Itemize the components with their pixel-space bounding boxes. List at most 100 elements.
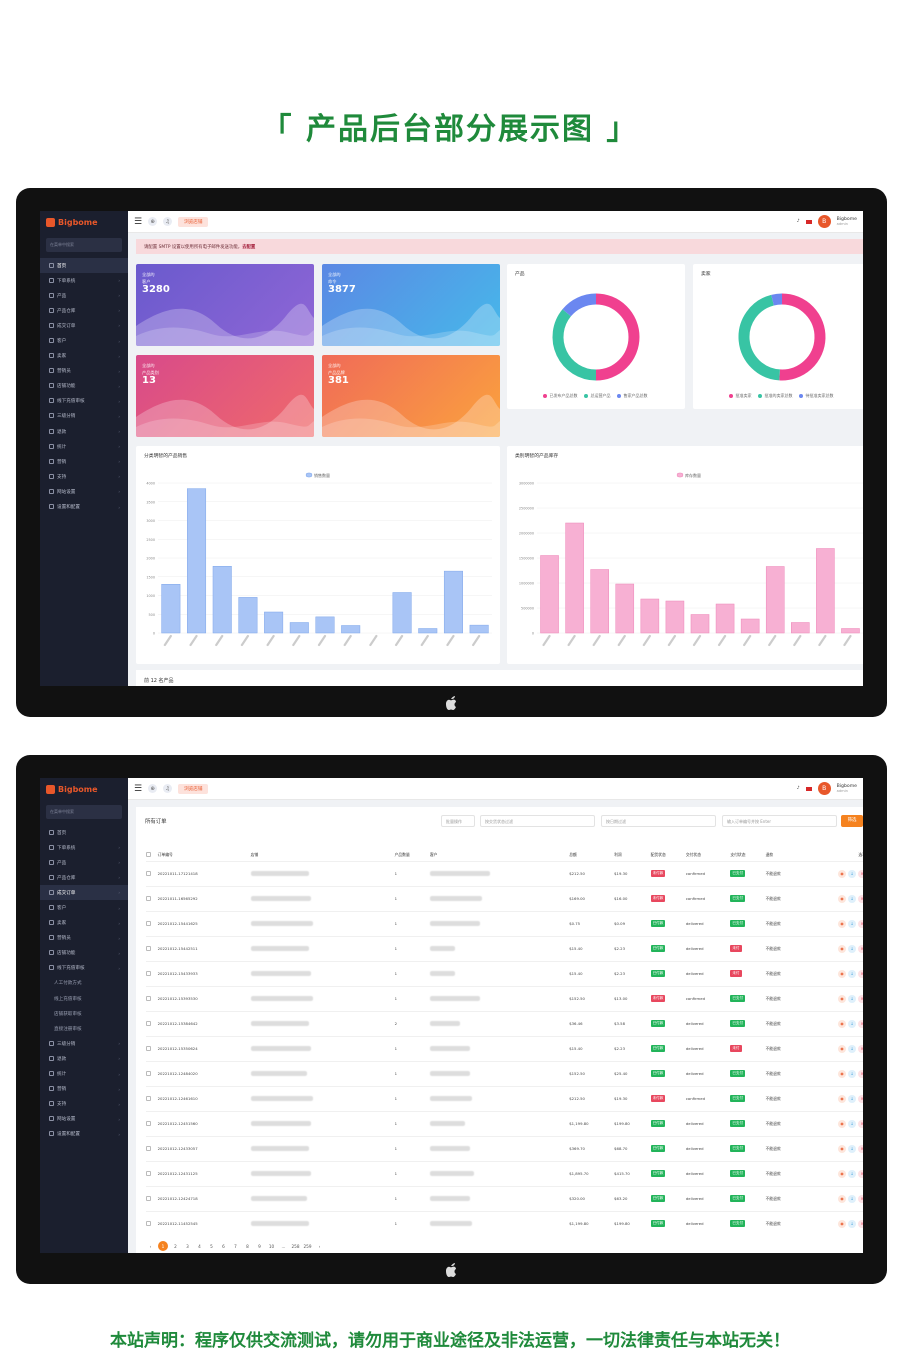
- menu-icon[interactable]: ☰: [134, 783, 143, 794]
- status-filter-select[interactable]: 按交货状态过滤: [480, 815, 595, 827]
- table-row[interactable]: 20221012-12424718 1 $320.00 $63.20 已付款 delive…: [146, 1185, 863, 1211]
- legend-item[interactable]: 批准卖家: [728, 393, 754, 398]
- donut-slice[interactable]: [779, 293, 826, 381]
- download-icon[interactable]: ↓: [848, 1219, 856, 1228]
- view-icon[interactable]: ◉: [838, 1094, 846, 1103]
- page-link[interactable]: ...: [281, 1243, 286, 1249]
- bar[interactable]: [341, 625, 361, 634]
- sidebar-item[interactable]: 网站设置 ›: [40, 484, 128, 499]
- bar[interactable]: [264, 611, 284, 634]
- download-icon[interactable]: ↓: [848, 1144, 856, 1153]
- bar[interactable]: [816, 548, 835, 634]
- bar[interactable]: [392, 592, 412, 634]
- sidebar-item[interactable]: 首页: [40, 258, 128, 274]
- sidebar-search-input[interactable]: 在菜单中搜索: [46, 238, 122, 252]
- bar[interactable]: [615, 583, 635, 634]
- page-link[interactable]: 7: [234, 1243, 237, 1249]
- bar[interactable]: [690, 614, 710, 634]
- table-row[interactable]: 20221011-16565292 1 $169.00 $16.00 未付款 confir…: [146, 885, 863, 911]
- configure-link[interactable]: 去配置: [242, 245, 256, 250]
- bell-icon[interactable]: ♫: [163, 217, 173, 226]
- delete-icon[interactable]: ×: [858, 1169, 863, 1178]
- delete-icon[interactable]: ×: [858, 919, 863, 928]
- select-all-checkbox[interactable]: [146, 849, 158, 861]
- sidebar-item[interactable]: 线下充值审核 ›: [40, 394, 128, 409]
- delete-icon[interactable]: ×: [858, 994, 863, 1003]
- globe-icon[interactable]: ⊕: [148, 217, 158, 226]
- page-link[interactable]: 6: [222, 1243, 225, 1249]
- order-id[interactable]: 20221012-11452545: [157, 1210, 251, 1236]
- donut-slice[interactable]: [771, 293, 783, 306]
- table-row[interactable]: 20221012-15433933 1 $15.40 $2.23 已付款 delivere…: [146, 960, 863, 986]
- filter-button[interactable]: 筛选: [841, 815, 863, 827]
- table-row[interactable]: 20221012-12461610 1 $212.50 $19.30 未付款 confir…: [146, 1085, 863, 1111]
- view-icon[interactable]: ◉: [838, 1119, 846, 1128]
- order-id[interactable]: 20221012-12461610: [157, 1085, 251, 1111]
- bar[interactable]: [161, 584, 181, 634]
- bar[interactable]: [791, 622, 810, 634]
- bar[interactable]: [418, 628, 438, 634]
- column-header[interactable]: 利润: [614, 851, 622, 857]
- donut-slice[interactable]: [552, 309, 597, 381]
- sidebar-item[interactable]: 退款 ›: [40, 424, 128, 439]
- delete-icon[interactable]: ×: [858, 894, 863, 903]
- bar[interactable]: [565, 522, 584, 634]
- sidebar-item[interactable]: 网站设置 ›: [40, 1112, 128, 1127]
- sidebar-item[interactable]: 营销 ›: [40, 454, 128, 469]
- delete-icon[interactable]: ×: [858, 1219, 863, 1228]
- sidebar-item[interactable]: 客户 ›: [40, 900, 128, 915]
- browse-store-button[interactable]: 浏览店铺: [178, 216, 209, 227]
- row-checkbox[interactable]: [146, 1135, 158, 1161]
- bar[interactable]: [289, 622, 309, 634]
- row-checkbox[interactable]: [146, 1110, 158, 1136]
- row-checkbox[interactable]: [146, 935, 158, 961]
- avatar[interactable]: B: [817, 215, 831, 228]
- download-icon[interactable]: ↓: [848, 994, 856, 1003]
- view-icon[interactable]: ◉: [838, 1019, 846, 1028]
- legend-item[interactable]: 总运营产品: [583, 393, 613, 398]
- row-checkbox[interactable]: [146, 885, 158, 911]
- page-link[interactable]: 4: [198, 1243, 201, 1249]
- sidebar-item[interactable]: 成交订单 ›: [40, 318, 128, 333]
- table-row[interactable]: 20221012-12451560 1 $1,199.80 $199.80 已付款 del…: [146, 1110, 863, 1136]
- bar[interactable]: [665, 600, 685, 634]
- sidebar-item[interactable]: 卖家 ›: [40, 349, 128, 364]
- sidebar-item[interactable]: 产品仓库 ›: [40, 870, 128, 885]
- bar[interactable]: [315, 616, 335, 634]
- sidebar-item[interactable]: 三级分销 ›: [40, 1036, 128, 1051]
- delete-icon[interactable]: ×: [858, 1094, 863, 1103]
- sidebar-item[interactable]: 营销 ›: [40, 1082, 128, 1097]
- sidebar-item[interactable]: 营销员 ›: [40, 364, 128, 379]
- download-icon[interactable]: ↓: [848, 1094, 856, 1103]
- column-header[interactable]: 交付状态: [685, 851, 702, 857]
- order-id[interactable]: 20221012-15441625: [157, 910, 251, 936]
- delete-icon[interactable]: ×: [858, 1144, 863, 1153]
- sidebar-item[interactable]: 营销员 ›: [40, 931, 128, 946]
- donut-slice[interactable]: [595, 293, 640, 381]
- donut-slice[interactable]: [738, 294, 781, 381]
- row-checkbox[interactable]: [146, 1010, 158, 1036]
- delete-icon[interactable]: ×: [858, 1194, 863, 1203]
- row-checkbox[interactable]: [146, 1035, 158, 1061]
- column-header[interactable]: 支付状态: [730, 851, 746, 857]
- bell-icon[interactable]: ♫: [163, 784, 173, 793]
- bar[interactable]: [443, 570, 463, 634]
- page-link[interactable]: 9: [258, 1243, 261, 1249]
- delete-icon[interactable]: ×: [858, 1019, 863, 1028]
- row-checkbox[interactable]: [146, 1085, 158, 1111]
- column-header[interactable]: 店铺: [250, 851, 259, 857]
- bar[interactable]: [590, 569, 609, 634]
- delete-icon[interactable]: ×: [858, 969, 863, 978]
- delete-icon[interactable]: ×: [858, 1069, 863, 1078]
- view-icon[interactable]: ◉: [838, 869, 846, 878]
- sidebar-item[interactable]: 统计 ›: [40, 439, 128, 454]
- table-row[interactable]: 20221012-12433057 1 $369.70 $68.70 已付款 delive…: [146, 1135, 863, 1161]
- sidebar-item[interactable]: 线下充值审核 ›: [40, 961, 128, 976]
- sidebar-item[interactable]: 统计 ›: [40, 1067, 128, 1082]
- sidebar-item[interactable]: 产品 ›: [40, 288, 128, 303]
- page-link[interactable]: 1: [158, 1241, 168, 1251]
- notification-icon[interactable]: ♪: [796, 786, 800, 791]
- page-link[interactable]: 5: [210, 1243, 213, 1249]
- table-row[interactable]: 20221012-15350624 1 $15.40 $2.23 已付款 delivere…: [146, 1035, 863, 1061]
- view-icon[interactable]: ◉: [838, 969, 846, 978]
